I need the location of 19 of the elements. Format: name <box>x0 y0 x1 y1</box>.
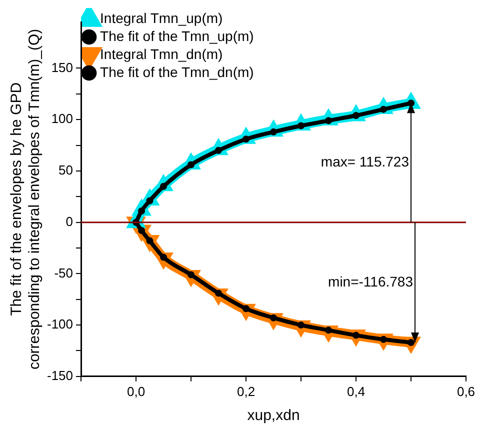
annotation: max= 115.723 <box>320 154 410 170</box>
legend-label: The fit of the Tmn_dn(m) <box>100 64 254 80</box>
x-tick-label: 0,4 <box>346 384 366 399</box>
y-tick-label: -100 <box>46 316 74 332</box>
y-tick-label: 150 <box>51 60 74 75</box>
y-axis-title: The fit of the envelopes by he GPD corresponding to integral envelopes of Tmn(m)_(Q) <box>8 28 44 370</box>
y-tick-label: 50 <box>58 162 74 178</box>
x-tick-label: 0,0 <box>126 384 146 399</box>
y-tick-label: -150 <box>46 368 74 383</box>
y-tick-label: 100 <box>51 111 74 126</box>
x-tick-label: 0,6 <box>456 384 476 399</box>
x-tick-label: 0,2 <box>236 384 256 399</box>
annotation: min=-116.783 <box>328 273 414 290</box>
legend-label: Integral Tmn_dn(m) <box>100 46 223 62</box>
y-tick-label: -50 <box>54 265 74 280</box>
x-axis-title: xup,xdn <box>247 407 300 424</box>
legend-label: The fit of the Tmn_up(m) <box>100 28 254 44</box>
y-tick-label: 0 <box>66 214 74 229</box>
legend-label: Integral Tmn_up(m) <box>100 10 223 26</box>
